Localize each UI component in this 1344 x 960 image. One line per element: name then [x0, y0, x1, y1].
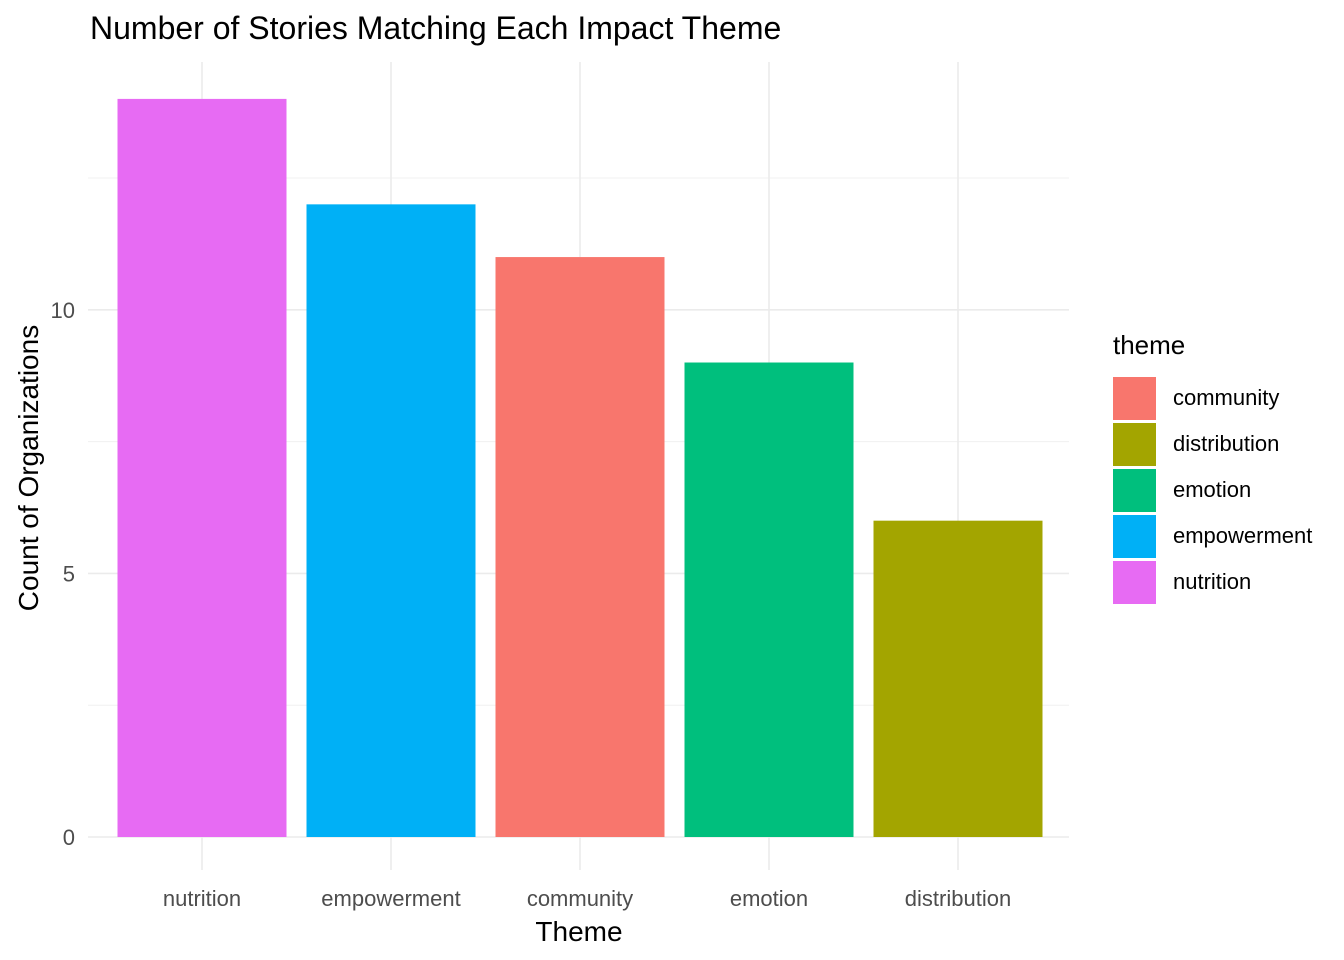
legend: theme community distribution emotion empowe… — [1113, 330, 1312, 605]
x-tick-label: nutrition — [163, 886, 241, 911]
bar-nutrition — [117, 98, 287, 837]
chart-title: Number of Stories Matching Each Impact T… — [90, 10, 782, 46]
x-tick-label: emotion — [730, 886, 808, 911]
y-tick-label: 0 — [63, 825, 75, 850]
legend-item: distribution — [1113, 421, 1312, 467]
x-tick-label: empowerment — [321, 886, 460, 911]
legend-swatch — [1113, 560, 1156, 604]
legend-swatch — [1113, 514, 1156, 558]
bar-layer — [117, 98, 1043, 838]
legend-label: community — [1173, 385, 1280, 410]
legend-label: empowerment — [1173, 523, 1313, 548]
x-tick-label: community — [527, 886, 633, 911]
y-tick-label: 10 — [51, 298, 75, 323]
y-tick-label: 5 — [63, 561, 75, 586]
x-tick-label: distribution — [905, 886, 1011, 911]
legend-title: theme — [1113, 330, 1186, 360]
tick-layer: 0 5 10 nutrition empowerment community emotion… — [51, 298, 1012, 911]
y-axis-title: Count of Organizations — [13, 325, 44, 611]
bar-emotion — [684, 362, 854, 837]
legend-label: emotion — [1173, 477, 1252, 502]
legend-swatch — [1113, 468, 1156, 512]
legend-item: nutrition — [1113, 559, 1312, 605]
bar-distribution — [873, 520, 1043, 837]
legend-label: nutrition — [1173, 569, 1252, 594]
legend-swatch — [1113, 376, 1156, 420]
legend-swatch — [1113, 422, 1156, 466]
legend-label: distribution — [1173, 431, 1280, 456]
legend-item: emotion — [1113, 467, 1312, 513]
legend-items: community distribution emotion empowerment n… — [1113, 375, 1312, 605]
legend-item: community — [1113, 375, 1312, 421]
x-axis-title: Theme — [535, 916, 622, 947]
bar-community — [495, 257, 665, 838]
legend-item: empowerment — [1113, 513, 1312, 559]
bar-empowerment — [306, 204, 476, 838]
